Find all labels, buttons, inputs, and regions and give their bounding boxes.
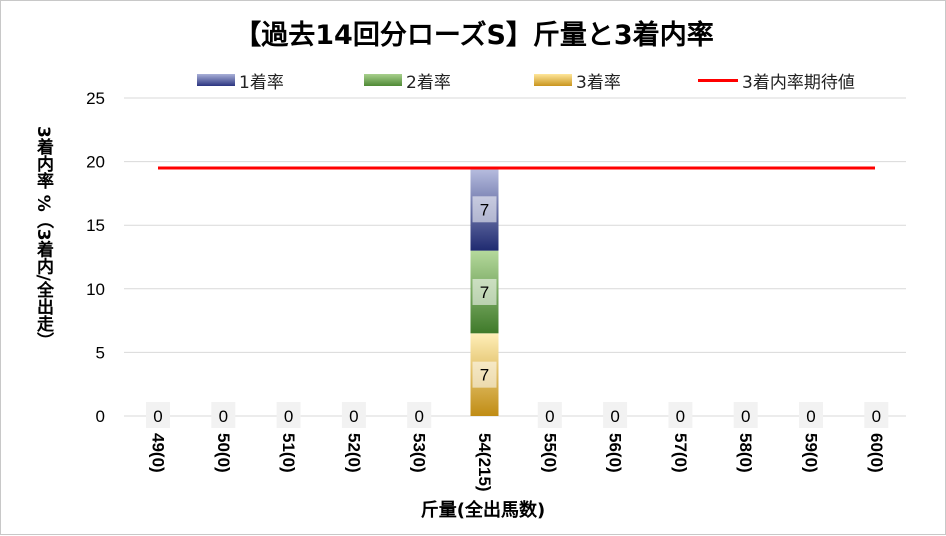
- x-tick-label: 52(0): [344, 433, 363, 473]
- x-tick-label: 56(0): [606, 433, 625, 473]
- data-label-bg: [472, 196, 497, 223]
- legend-label-3rd: 3着率: [576, 72, 621, 93]
- legend-item-1st: 1着率: [197, 67, 284, 93]
- zero-label: 0: [610, 407, 619, 426]
- legend-item-expected: 3着内率期待値: [698, 67, 855, 93]
- x-tick-label: 54(215): [475, 433, 494, 492]
- y-tick-label: 10: [86, 280, 105, 299]
- chart-title: 【過去14回分ローズS】斤量と3着内率: [234, 20, 714, 51]
- legend: 1着率 2着率 3着率 3着内率期待値: [1, 67, 946, 93]
- zero-label: 0: [284, 407, 293, 426]
- legend-label-expected: 3着内率期待値: [742, 72, 855, 93]
- y-tick-label: 25: [86, 89, 105, 108]
- zero-label-bg: [341, 402, 366, 428]
- zero-label: 0: [872, 407, 881, 426]
- x-tick-label: 51(0): [279, 433, 298, 473]
- y-tick-label: 5: [96, 343, 105, 362]
- data-label: 7: [480, 366, 489, 385]
- legend-swatch-1st: [197, 74, 235, 86]
- x-tick-label: 49(0): [149, 433, 168, 473]
- zero-label: 0: [676, 407, 685, 426]
- zero-label-bg: [146, 402, 170, 428]
- x-tick-label: 53(0): [410, 433, 429, 473]
- x-tick-label: 57(0): [671, 433, 690, 473]
- legend-label-1st: 1着率: [239, 72, 284, 93]
- zero-label-bg: [537, 402, 562, 428]
- x-tick-label: 55(0): [540, 433, 559, 473]
- zero-label-bg: [864, 402, 889, 428]
- zero-label: 0: [219, 407, 228, 426]
- legend-item-2nd: 2着率: [364, 67, 451, 93]
- zero-label-bg: [211, 402, 236, 428]
- y-tick-label: 20: [86, 153, 105, 172]
- y-tick-label: 0: [96, 407, 105, 426]
- zero-label: 0: [153, 407, 162, 426]
- x-tick-label: 50(0): [214, 433, 233, 473]
- zero-label: 0: [349, 407, 358, 426]
- data-label: 7: [480, 200, 489, 219]
- x-tick-label: 59(0): [802, 433, 821, 473]
- zero-label-bg: [733, 402, 758, 428]
- zero-label: 0: [414, 407, 423, 426]
- zero-label-bg: [276, 402, 301, 428]
- legend-item-3rd: 3着率: [534, 67, 621, 93]
- data-label-bg: [472, 361, 497, 388]
- zero-label: 0: [741, 407, 750, 426]
- x-axis-title: 斤量(全出馬数): [420, 500, 546, 521]
- legend-swatch-2nd: [364, 74, 402, 86]
- zero-label-bg: [668, 402, 693, 428]
- data-label-bg: [472, 278, 497, 305]
- y-axis-title: 3着内率 %（3着内/全出走）: [33, 126, 53, 349]
- legend-swatch-3rd: [534, 74, 572, 86]
- zero-label-bg: [799, 402, 823, 428]
- zero-label: 0: [806, 407, 815, 426]
- zero-label: 0: [545, 407, 554, 426]
- zero-label-bg: [603, 402, 628, 428]
- legend-line-expected: [698, 78, 738, 82]
- x-tick-label: 58(0): [736, 433, 755, 473]
- data-label: 7: [480, 283, 489, 302]
- y-axis-title-wrap: 3着内率 %（3着内/全出走）: [31, 126, 55, 416]
- legend-label-2nd: 2着率: [406, 72, 451, 93]
- y-tick-label: 15: [86, 216, 105, 235]
- zero-label-bg: [407, 402, 432, 428]
- x-tick-label: 60(0): [867, 433, 886, 473]
